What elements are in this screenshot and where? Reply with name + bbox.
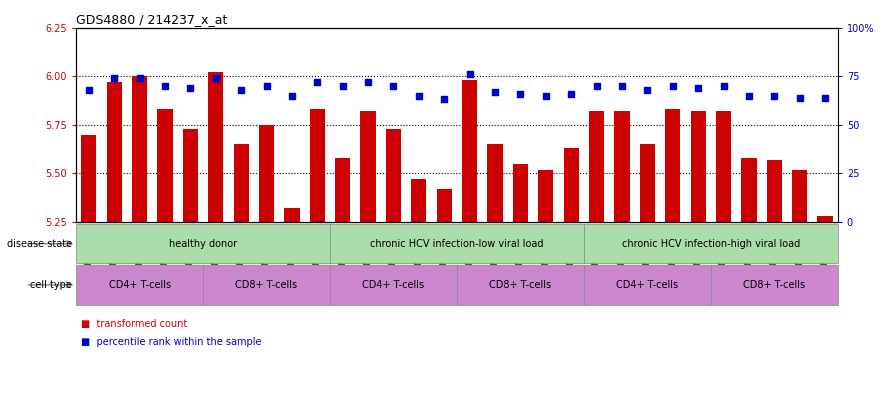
Text: disease state: disease state (6, 239, 72, 249)
Bar (208, 72, 223, 222)
Bar (76, 224, 330, 263)
Point (590, 83, 604, 89)
Point (285, 92, 299, 99)
Bar (589, 111, 604, 222)
Bar (183, 129, 198, 222)
Bar (487, 144, 503, 222)
Point (209, 75, 223, 81)
Point (666, 83, 680, 89)
Point (513, 90, 528, 97)
Point (234, 86, 248, 93)
Point (437, 96, 452, 103)
Point (412, 92, 426, 99)
Point (133, 75, 147, 81)
Text: GDS4880 / 214237_x_at: GDS4880 / 214237_x_at (76, 13, 228, 26)
Text: cell type: cell type (30, 280, 72, 290)
Bar (158, 109, 173, 222)
Text: ■  transformed count: ■ transformed count (81, 319, 187, 329)
Bar (360, 111, 375, 222)
Point (462, 71, 477, 77)
Bar (584, 224, 838, 263)
Point (184, 84, 198, 91)
Text: CD4+ T-cells: CD4+ T-cells (108, 280, 171, 290)
Bar (716, 111, 731, 222)
Bar (411, 179, 426, 222)
Point (260, 83, 274, 89)
Bar (513, 163, 528, 222)
Text: CD8+ T-cells: CD8+ T-cells (236, 280, 297, 290)
Text: CD8+ T-cells: CD8+ T-cells (489, 280, 552, 290)
Point (538, 92, 553, 99)
Bar (82, 134, 97, 222)
Bar (538, 169, 554, 222)
Bar (310, 109, 325, 222)
Bar (691, 111, 706, 222)
Point (386, 83, 401, 89)
Point (641, 86, 655, 93)
Text: CD8+ T-cells: CD8+ T-cells (743, 280, 806, 290)
Bar (792, 169, 807, 222)
Bar (615, 111, 630, 222)
Point (488, 88, 503, 95)
Point (158, 83, 172, 89)
Bar (259, 125, 274, 222)
Bar (132, 76, 147, 222)
Point (742, 92, 756, 99)
Point (82, 86, 96, 93)
Point (564, 90, 579, 97)
Bar (203, 265, 330, 305)
Bar (436, 189, 452, 222)
Text: ■  percentile rank within the sample: ■ percentile rank within the sample (81, 337, 261, 347)
Point (717, 83, 731, 89)
Point (818, 94, 832, 101)
Text: chronic HCV infection-low viral load: chronic HCV infection-low viral load (370, 239, 544, 249)
Bar (584, 265, 711, 305)
Bar (640, 144, 655, 222)
Bar (330, 265, 457, 305)
Bar (767, 160, 782, 222)
Point (691, 84, 705, 91)
Bar (234, 144, 249, 222)
Bar (284, 208, 299, 222)
Bar (462, 80, 478, 222)
Bar (330, 224, 584, 263)
Bar (817, 216, 832, 222)
Point (361, 79, 375, 85)
Bar (665, 109, 680, 222)
Bar (564, 148, 579, 222)
Text: CD4+ T-cells: CD4+ T-cells (616, 280, 678, 290)
Bar (386, 129, 401, 222)
Text: CD4+ T-cells: CD4+ T-cells (362, 280, 425, 290)
Point (335, 83, 349, 89)
Bar (711, 265, 838, 305)
Text: chronic HCV infection-high viral load: chronic HCV infection-high viral load (622, 239, 800, 249)
Bar (76, 265, 203, 305)
Bar (457, 265, 584, 305)
Point (767, 92, 781, 99)
Point (310, 79, 324, 85)
Point (108, 75, 122, 81)
Point (793, 94, 807, 101)
Bar (741, 158, 756, 222)
Text: healthy donor: healthy donor (169, 239, 237, 249)
Bar (335, 158, 350, 222)
Bar (107, 82, 122, 222)
Point (615, 83, 629, 89)
